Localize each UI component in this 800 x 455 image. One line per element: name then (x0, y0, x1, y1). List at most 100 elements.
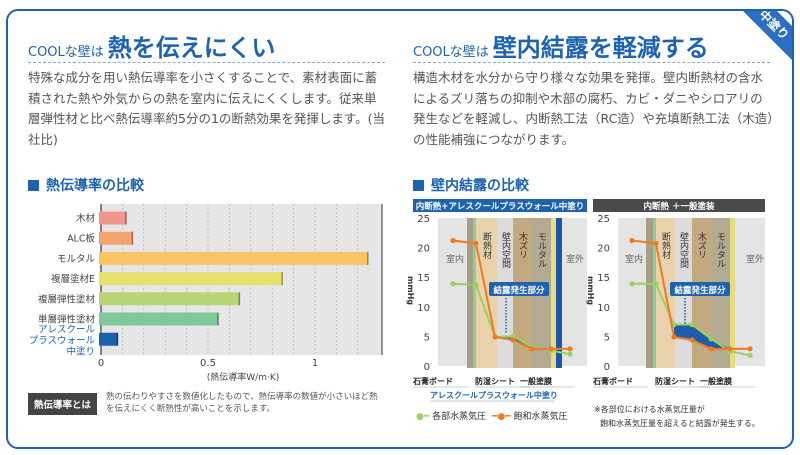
y-tick-label: 0 (424, 362, 430, 373)
bar (99, 211, 127, 225)
bar (99, 251, 369, 265)
wall-layer (556, 218, 562, 368)
data-point (450, 281, 456, 287)
category-label: 木材 (76, 213, 96, 225)
chart-title: 内断熱+アレスクールプラスウォール中塗り (416, 201, 584, 212)
divider (413, 62, 770, 63)
wall-layer (646, 218, 653, 368)
y-tick-label: 15 (417, 273, 430, 284)
section-heading-condensation: 壁内結露の比較 (413, 175, 529, 195)
data-point (747, 346, 753, 352)
chart-header (413, 199, 587, 212)
category-label: プラスウォール (29, 336, 96, 347)
title-main: 壁内結露を軽減する (492, 34, 709, 62)
y-tick-label: 10 (597, 303, 610, 314)
bar-edge (367, 251, 369, 265)
legend-saturated-icon: ━●━ (491, 412, 511, 422)
bar (99, 272, 283, 286)
layer-label-wood-lath: 木ズリ (696, 232, 706, 259)
bar-edge (125, 211, 127, 225)
y-axis-label: mmHg (586, 276, 595, 305)
data-point (567, 346, 573, 352)
category-label: 複層弾性塗材 (38, 293, 96, 305)
bottom-label: 一般塗膜 (700, 376, 732, 386)
room-in-label: 室内 (446, 253, 464, 265)
data-point (689, 321, 695, 328)
category-label: モルタル (57, 254, 96, 265)
bottom-label: 一般塗膜 (520, 376, 552, 386)
data-point (689, 337, 695, 343)
category-label: 中塗り (66, 346, 95, 358)
layer-label-mortar: モルタル (715, 232, 725, 268)
data-point (727, 346, 733, 352)
data-point (653, 281, 659, 287)
data-point (747, 352, 753, 358)
data-point (629, 281, 635, 287)
left-paragraph: 特殊な成分を用い熱伝導率を小さくすることで、素材表面に蓄積された熱や外気からの熱… (28, 70, 386, 147)
data-point (548, 346, 554, 352)
wall-layer (730, 218, 735, 368)
wall-layer (551, 218, 556, 368)
data-point (450, 237, 456, 244)
bar-edge (238, 292, 241, 306)
layer-label-mortar: モルタル (536, 232, 546, 268)
y-tick-label: 10 (417, 303, 430, 314)
title-prefix: COOLな壁は (413, 45, 489, 60)
data-point (708, 346, 714, 352)
note-text: 熱の伝わりやすさを数値化したもので、熱伝導率の数値が小さいほど熱を伝えにくく断熱… (106, 392, 378, 414)
x-tick-label: 1 (312, 358, 318, 369)
data-point (473, 282, 479, 288)
wall-layer (653, 218, 656, 368)
bottom-label: アレスクールプラスウォール中塗り (430, 390, 558, 400)
layer-label-insulation: 断熱材 (481, 232, 491, 259)
x-axis-label: (熱伝導率W/m·K) (207, 371, 279, 383)
x-tick-label: 0.5 (200, 358, 216, 369)
bar (99, 292, 241, 306)
bar-edge (281, 272, 283, 286)
callout-box (670, 282, 730, 296)
data-point (492, 334, 498, 340)
room-out-label: 室外 (746, 253, 764, 265)
layer-label-wall-cavity: 壁内空間 (500, 232, 510, 268)
callout-label: 結露発生部分 (493, 285, 545, 296)
room-in-label: 室内 (625, 253, 643, 265)
legend-label: 飽和水蒸気圧 (513, 412, 568, 422)
data-point (629, 237, 635, 244)
wall-layer (467, 218, 473, 368)
divider (28, 62, 385, 63)
bottom-label: 防湿シート (475, 376, 515, 386)
y-tick-label: 25 (597, 214, 610, 225)
y-tick-label: 0 (604, 362, 610, 373)
category-label: アレスクール (38, 325, 96, 336)
left-title: COOLな壁は 熱を伝えにくい (28, 28, 275, 63)
y-tick-label: 5 (424, 332, 430, 343)
y-tick-label: 5 (604, 332, 610, 343)
data-point (653, 240, 659, 247)
title-prefix: COOLな壁は (28, 45, 104, 60)
footnote-1: ※各部位における水蒸気圧量が (594, 405, 705, 414)
data-point (567, 351, 573, 357)
right-title: COOLな壁は 壁内結露を軽減する (413, 28, 709, 63)
legend: ●━ 各部水蒸気圧 ━●━ 飽和水蒸気圧 (416, 409, 568, 422)
callout-box (489, 282, 549, 296)
chart-header (593, 199, 765, 212)
category-label: ALC板 (67, 233, 95, 245)
data-point (510, 333, 516, 339)
x-tick-label: 0 (98, 358, 104, 369)
data-point (473, 240, 479, 247)
wall-layer (473, 218, 476, 368)
legend-vapor-icon: ●━ (416, 412, 430, 422)
bottom-label: 防湿シート (655, 376, 695, 386)
bar-edge (116, 332, 119, 346)
bar-edge (217, 312, 219, 326)
layer-label-wood-lath: 木ズリ (517, 232, 527, 259)
bar (99, 332, 119, 346)
y-tick-label: 25 (417, 214, 430, 225)
bar-edge (131, 231, 134, 245)
bar (99, 231, 134, 245)
legend-label: 各部水蒸気圧 (432, 412, 487, 422)
bar (99, 312, 219, 326)
y-axis-label: mmHg (406, 276, 415, 305)
